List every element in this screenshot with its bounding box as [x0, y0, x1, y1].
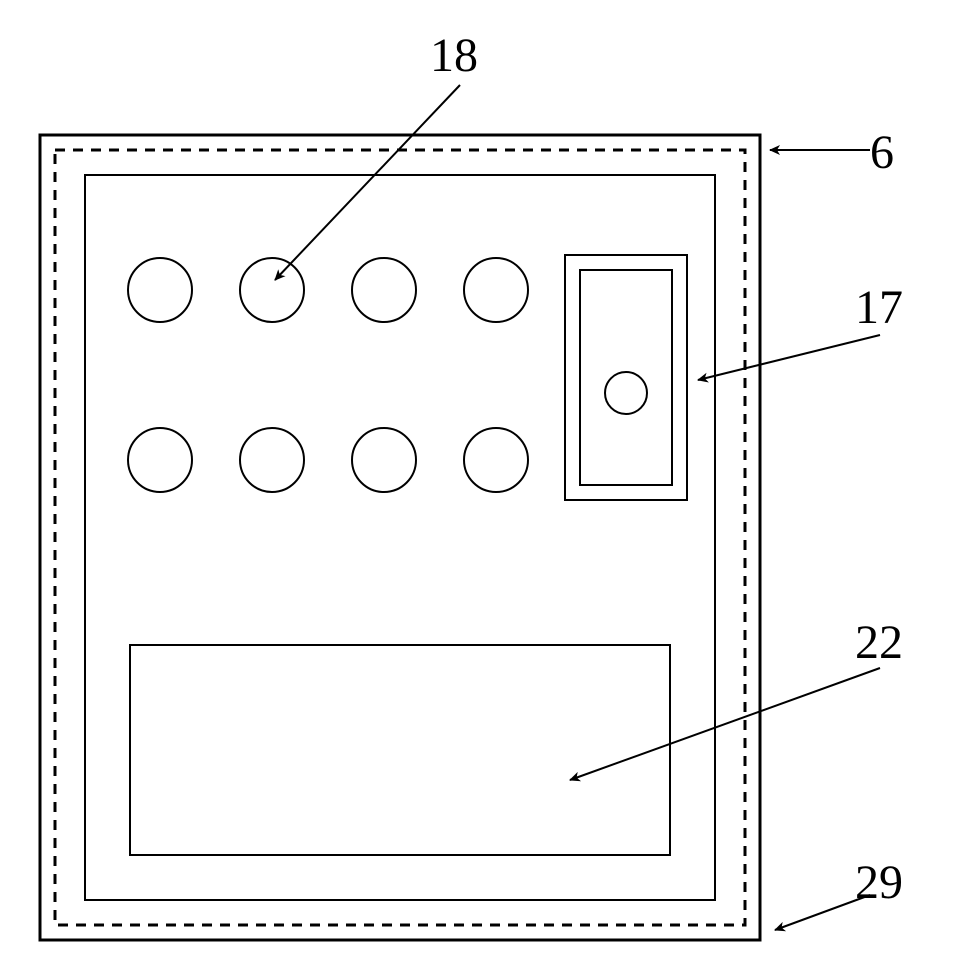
hole-circle-r0-c3 [464, 258, 528, 322]
switch-inner [580, 270, 672, 485]
hole-circle-r0-c1 [240, 258, 304, 322]
leader-17 [698, 335, 880, 380]
hole-circle-r0-c2 [352, 258, 416, 322]
callout-label-18: 18 [430, 28, 478, 83]
leader-22 [570, 668, 880, 780]
callout-label-17: 17 [855, 280, 903, 335]
callout-label-22: 22 [855, 615, 903, 670]
leader-18 [275, 85, 460, 280]
callout-label-6: 6 [870, 125, 894, 180]
hole-circle-r1-c0 [128, 428, 192, 492]
switch-knob [605, 372, 647, 414]
diagram-canvas [0, 0, 974, 964]
hole-circle-r1-c2 [352, 428, 416, 492]
dashed-frame [55, 150, 745, 925]
hole-circle-r1-c3 [464, 428, 528, 492]
hole-circle-r1-c1 [240, 428, 304, 492]
inner-panel [85, 175, 715, 900]
hole-circle-r0-c0 [128, 258, 192, 322]
callout-label-29: 29 [855, 855, 903, 910]
bottom-slot [130, 645, 670, 855]
switch-outer [565, 255, 687, 500]
